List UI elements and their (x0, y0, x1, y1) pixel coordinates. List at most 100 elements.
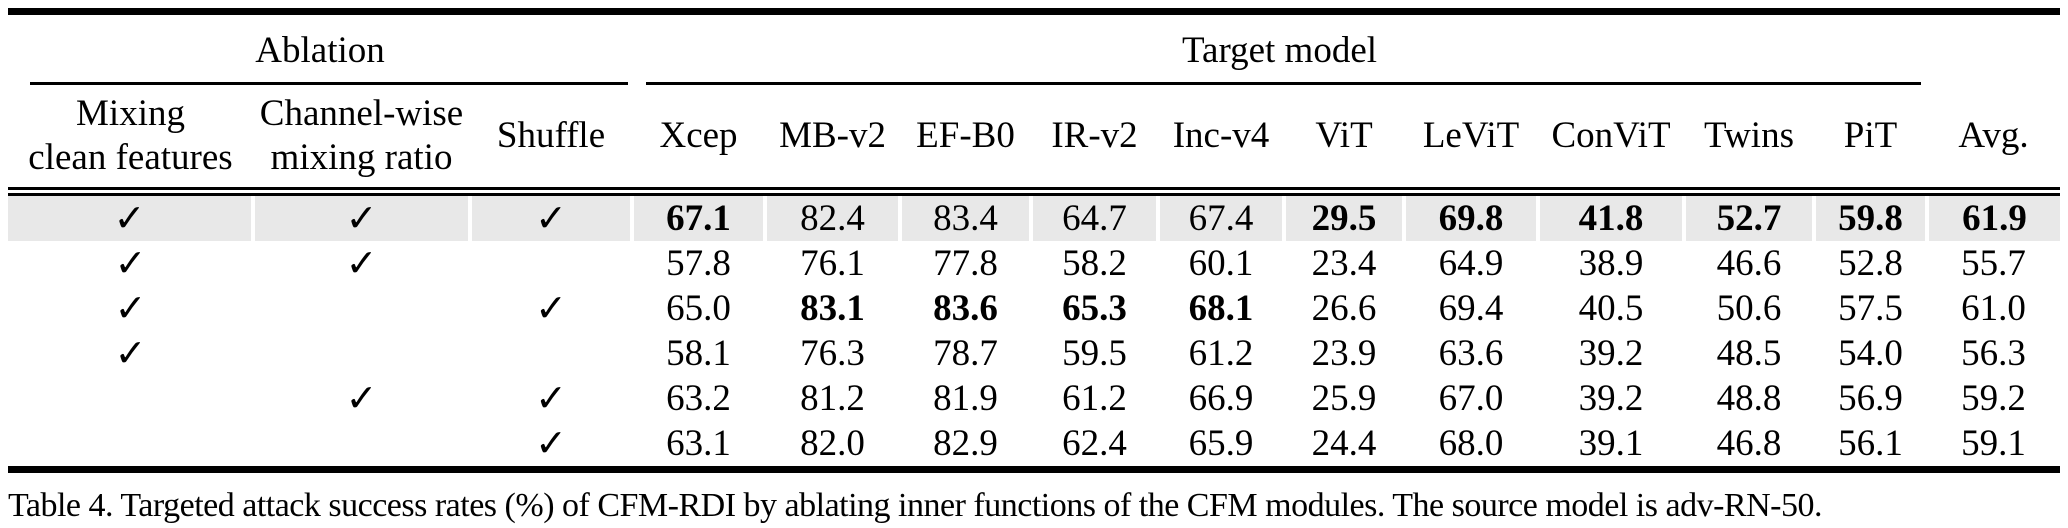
col-header-inc-v4: Inc-v4 (1158, 85, 1285, 196)
value-cell: 46.6 (1716, 243, 1782, 284)
value-cell: 68.0 (1404, 421, 1539, 473)
table-row: ✓ 63.1 82.0 82.9 62.4 65.9 24.4 68.0 39.1 46.8 56.… (8, 421, 2061, 473)
value-cell: 69.4 (1438, 288, 1504, 329)
value-cell: 39.1 (1538, 421, 1685, 473)
checkmark-icon: ✓ (345, 243, 378, 285)
value-cell: 61.0 (1961, 288, 2026, 329)
value-cell: 57.5 (1838, 288, 1903, 329)
value-cell: 82.9 (900, 421, 1032, 473)
value-cell: 83.4 (898, 191, 1032, 241)
group-header-target-model: Target model (632, 12, 1927, 86)
column-header-row: Mixing clean features Channel-wise mixin… (8, 85, 2061, 196)
col-header-pit: PiT (1814, 85, 1928, 196)
value-cell: 23.9 (1311, 333, 1377, 374)
col-header-ir-v2: IR-v2 (1031, 85, 1159, 196)
value-cell: 39.2 (1578, 378, 1644, 419)
value-cell: 68.1 (1188, 288, 1254, 329)
col-header-ef-b0: EF-B0 (900, 85, 1032, 196)
value-cell: 76.3 (800, 333, 865, 374)
value-cell: 54.0 (1838, 333, 1903, 374)
value-cell: 67.0 (1438, 378, 1504, 419)
value-cell: 65.9 (1158, 421, 1285, 473)
col-header-mixing-clean-features: Mixing clean features (8, 85, 253, 196)
results-table: Ablation Target model Mixing clean featu… (8, 8, 2061, 473)
value-cell: 39.2 (1578, 333, 1644, 374)
value-cell: 62.4 (1031, 421, 1159, 473)
empty-check-cell (253, 286, 470, 331)
col-header-levit: LeViT (1404, 85, 1539, 196)
value-cell: 40.5 (1578, 288, 1644, 329)
col-header-line: mixing ratio (270, 137, 453, 178)
checkmark-icon: ✓ (114, 288, 147, 330)
table-row: ✓ ✓ ✓ 67.1 82.4 83.4 64.7 67.4 29.5 69.8 41.8 52.7 5… (8, 191, 2061, 241)
value-cell: 60.1 (1188, 243, 1254, 284)
value-cell: 65.0 (666, 288, 731, 329)
col-header-line: Channel-wise (259, 92, 464, 134)
checkmark-icon: ✓ (345, 378, 378, 420)
value-cell: 64.9 (1438, 243, 1504, 284)
value-cell: 82.4 (763, 191, 901, 241)
value-cell: 29.5 (1282, 191, 1405, 241)
checkmark-icon: ✓ (467, 191, 633, 241)
value-cell: 46.8 (1684, 421, 1815, 473)
table-row: ✓ ✓ 63.2 81.2 81.9 61.2 66.9 25.9 67.0 39.2 48.8 56… (8, 376, 2060, 421)
value-cell: 78.7 (933, 333, 998, 374)
value-cell: 66.9 (1188, 378, 1254, 419)
value-cell: 24.4 (1284, 421, 1405, 473)
table-row: ✓ ✓ 57.8 76.1 77.8 58.2 60.1 23.4 64.9 38.9 46.6 52… (8, 241, 2060, 286)
checkmark-icon: ✓ (535, 288, 567, 330)
value-cell: 82.0 (765, 421, 901, 473)
value-cell: 52.8 (1838, 243, 1903, 284)
value-cell: 56.1 (1814, 421, 1928, 473)
value-cell: 52.7 (1682, 191, 1815, 241)
value-cell: 25.9 (1311, 378, 1377, 419)
checkmark-icon: ✓ (114, 243, 147, 285)
value-cell: 56.3 (1961, 333, 2026, 374)
value-cell: 83.1 (800, 288, 865, 329)
col-header-avg: Avg. (1927, 85, 2061, 196)
empty-check-cell (8, 376, 253, 421)
value-cell: 81.9 (933, 378, 998, 419)
value-cell: 83.6 (933, 288, 998, 329)
group-header-row: Ablation Target model (8, 12, 2060, 86)
value-cell: 61.2 (1062, 378, 1127, 419)
value-cell: 48.5 (1716, 333, 1782, 374)
checkmark-icon: ✓ (114, 333, 147, 375)
value-cell: 59.5 (1062, 333, 1127, 374)
checkmark-icon: ✓ (251, 191, 470, 241)
value-cell: 57.8 (666, 243, 731, 284)
group-header-target-model-label: Target model (1182, 29, 1378, 71)
value-cell: 61.2 (1188, 333, 1254, 374)
value-cell: 64.7 (1029, 191, 1159, 241)
empty-check-cell (253, 421, 470, 473)
value-cell: 65.3 (1062, 288, 1127, 329)
value-cell: 61.9 (1925, 191, 2061, 241)
empty-check-cell (8, 421, 253, 473)
table-row: ✓ 58.1 76.3 78.7 59.5 61.2 23.9 63.6 39.2 48.5 54.… (8, 331, 2060, 376)
value-cell: 38.9 (1578, 243, 1644, 284)
table-body: ✓ ✓ ✓ 67.1 82.4 83.4 64.7 67.4 29.5 69.8 41.8 52.7 5… (8, 191, 2061, 473)
value-cell: 77.8 (933, 243, 998, 284)
group-header-ablation-label: Ablation (255, 29, 385, 71)
value-cell: 56.9 (1838, 378, 1903, 419)
empty-check-cell (470, 331, 632, 376)
col-header-line: clean features (28, 137, 233, 178)
group-header-spacer (1927, 12, 2060, 86)
value-cell: 59.2 (1961, 378, 2026, 419)
col-header-mb-v2: MB-v2 (765, 85, 901, 196)
value-cell: 59.8 (1812, 191, 1928, 241)
value-cell: 41.8 (1536, 191, 1685, 241)
value-cell: 26.6 (1311, 288, 1377, 329)
table-caption: Table 4. Targeted attack success rates (… (8, 487, 1822, 524)
col-header-channel-wise-mixing-ratio: Channel-wise mixing ratio (253, 85, 470, 196)
table-row: ✓ ✓ 65.0 83.1 83.6 65.3 68.1 26.6 69.4 40.5 50.6 57… (8, 286, 2060, 331)
value-cell: 63.1 (632, 421, 766, 473)
col-header-xcep: Xcep (632, 85, 766, 196)
col-header-twins: Twins (1684, 85, 1815, 196)
value-cell: 50.6 (1716, 288, 1782, 329)
value-cell: 55.7 (1961, 243, 2026, 284)
checkmark-icon: ✓ (470, 421, 633, 473)
value-cell: 81.2 (800, 378, 865, 419)
col-header-convit: ConViT (1538, 85, 1685, 196)
